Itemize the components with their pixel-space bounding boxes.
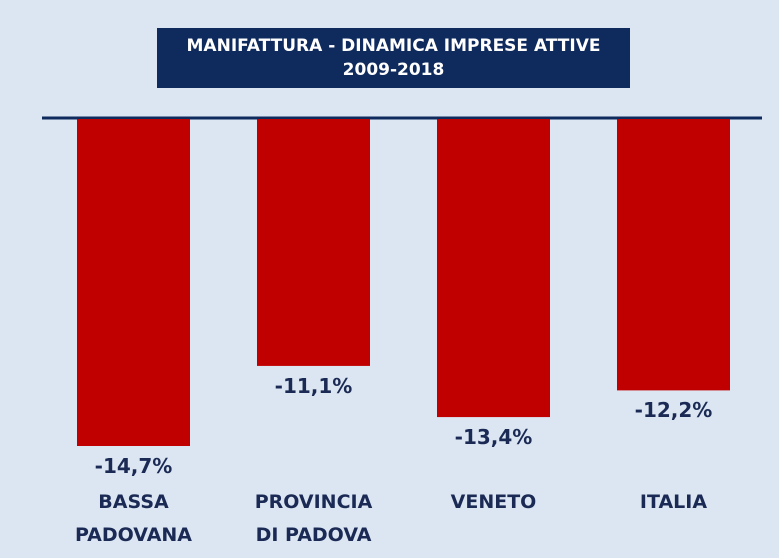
- value-label: -11,1%: [274, 373, 353, 398]
- bar: [257, 119, 370, 366]
- x-tick-label: BASSA PADOVANA: [74, 491, 193, 546]
- x-tick-label: VENETO: [450, 491, 537, 513]
- x-tick-label: PROVINCIA DI PADOVA: [254, 491, 373, 546]
- value-label: -13,4%: [454, 425, 533, 450]
- value-label: -14,7%: [94, 454, 173, 478]
- x-tick-label: ITALIA: [639, 491, 708, 513]
- bar: [437, 119, 550, 418]
- bar: [617, 119, 730, 391]
- value-label: -12,2%: [634, 398, 713, 423]
- bar: [77, 119, 190, 446]
- chart-title: MANIFATTURA - DINAMICA IMPRESE ATTIVE 20…: [157, 28, 630, 88]
